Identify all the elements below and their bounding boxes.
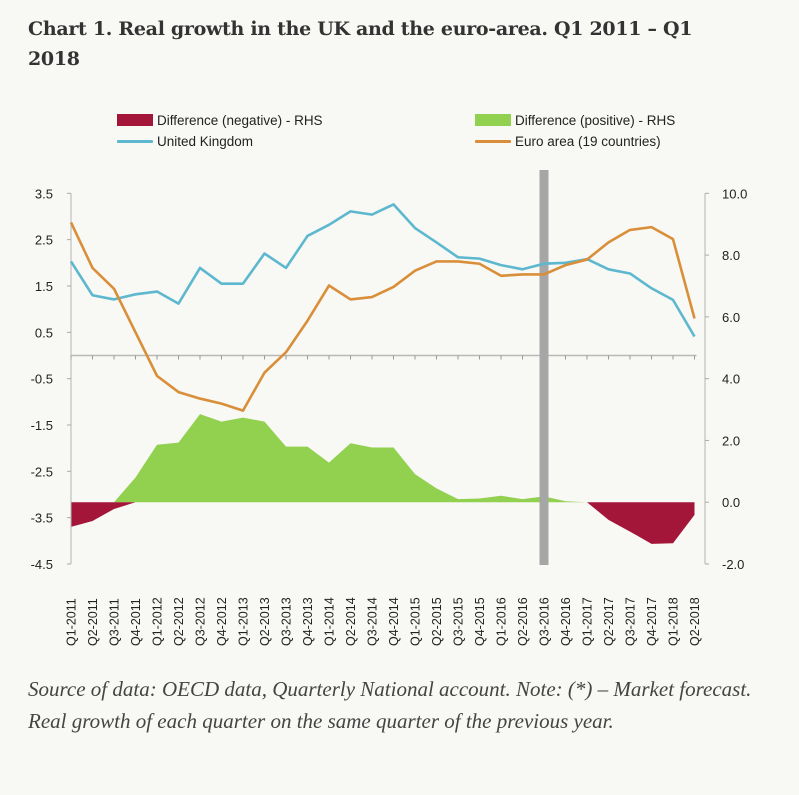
x-tick-label: Q4-2017 bbox=[645, 597, 659, 646]
x-tick-label: Q1-2015 bbox=[409, 597, 423, 646]
series-lines bbox=[69, 203, 696, 412]
left-tick-label: 3.5 bbox=[35, 186, 53, 201]
x-tick-label: Q2-2011 bbox=[86, 598, 100, 646]
x-tick-label: Q2-2017 bbox=[602, 597, 616, 646]
right-tick-label: 2.0 bbox=[722, 433, 740, 448]
legend-item-euro-area: Euro area (19 countries) bbox=[475, 132, 661, 150]
chart-title-line-2: 2018 bbox=[28, 48, 80, 70]
x-tick-label: Q1-2011 bbox=[65, 598, 79, 646]
chart-plot: 3.5 2.5 1.5 0.5 -0.5 -1.5 -2.5 -3.5 -4.5 10.0 8.0 6… bbox=[31, 170, 748, 646]
x-tick-label: Q4-2012 bbox=[215, 597, 229, 646]
forecast-marker bbox=[539, 170, 549, 565]
legend-label-uk: United Kingdom bbox=[157, 133, 254, 149]
x-tick-label: Q4-2013 bbox=[301, 597, 315, 646]
x-tick-label: Q4-2016 bbox=[559, 597, 573, 646]
x-tick-label: Q2-2016 bbox=[516, 597, 530, 646]
x-tick-label: Q2-2012 bbox=[172, 597, 186, 646]
left-tick-label: -1.5 bbox=[31, 418, 53, 433]
x-tick-label: Q1-2014 bbox=[323, 597, 337, 646]
right-tick-label: 0.0 bbox=[722, 495, 740, 510]
left-tick-label: -2.5 bbox=[31, 464, 53, 479]
legend-swatch-negative bbox=[117, 114, 153, 126]
legend-label-negative: Difference (negative) - RHS bbox=[157, 112, 323, 128]
legend-label-euro: Euro area (19 countries) bbox=[515, 133, 661, 149]
legend-swatch-positive bbox=[475, 114, 511, 126]
legend-swatch-uk bbox=[117, 139, 153, 143]
difference-positive-area bbox=[71, 414, 695, 503]
x-tick-label: Q2-2018 bbox=[688, 597, 702, 646]
chart-title-line-1: Chart 1. Real growth in the UK and the e… bbox=[28, 18, 693, 40]
left-tick-label: -0.5 bbox=[31, 372, 53, 387]
x-tick-label: Q3-2011 bbox=[108, 598, 122, 646]
x-tick-label: Q1-2017 bbox=[581, 597, 595, 646]
legend-label-positive: Difference (positive) - RHS bbox=[515, 112, 676, 128]
x-tick-label: Q3-2012 bbox=[194, 597, 208, 646]
left-tick-label: 2.5 bbox=[35, 233, 53, 248]
difference-areas bbox=[71, 414, 695, 544]
x-tick-label: Q1-2012 bbox=[151, 597, 165, 646]
source-footnote: Source of data: OECD data, Quarterly Nat… bbox=[28, 677, 752, 733]
x-tick-label: Q4-2011 bbox=[129, 598, 143, 646]
forecast-divider-bar bbox=[539, 170, 549, 565]
x-tick-label: Q1-2016 bbox=[495, 597, 509, 646]
x-tick-label: Q3-2016 bbox=[538, 597, 552, 646]
x-tick-label: Q2-2015 bbox=[430, 597, 444, 646]
right-tick-label: 6.0 bbox=[722, 310, 740, 325]
legend-item-united-kingdom: United Kingdom bbox=[117, 132, 253, 150]
legend-item-difference-negative: Difference (negative) - RHS bbox=[117, 111, 323, 129]
right-tick-label: 8.0 bbox=[722, 248, 740, 263]
x-tick-label: Q3-2013 bbox=[280, 597, 294, 646]
x-tick-label: Q3-2015 bbox=[452, 597, 466, 646]
x-tick-label: Q3-2014 bbox=[366, 597, 380, 646]
x-tick-label: Q1-2018 bbox=[667, 597, 681, 646]
uk-series-line bbox=[69, 203, 696, 338]
legend-item-difference-positive: Difference (positive) - RHS bbox=[475, 111, 675, 129]
left-tick-label: -3.5 bbox=[31, 511, 53, 526]
left-tick-label: -4.5 bbox=[31, 557, 53, 572]
left-tick-label: 0.5 bbox=[35, 325, 53, 340]
chart-title: Chart 1. Real growth in the UK and the e… bbox=[28, 14, 778, 74]
x-tick-label: Q1-2013 bbox=[237, 597, 251, 646]
left-tick-label: 1.5 bbox=[35, 279, 53, 294]
legend-swatch-euro bbox=[475, 139, 511, 143]
right-tick-label: -2.0 bbox=[722, 557, 744, 572]
x-tick-label: Q2-2013 bbox=[258, 597, 272, 646]
difference-negative-area bbox=[71, 502, 695, 544]
right-tick-label: 4.0 bbox=[722, 372, 740, 387]
x-tick-label: Q4-2014 bbox=[387, 597, 401, 646]
axes bbox=[67, 192, 709, 565]
x-tick-label: Q2-2014 bbox=[344, 597, 358, 646]
right-tick-label: 10.0 bbox=[722, 186, 747, 201]
x-tick-label: Q3-2017 bbox=[624, 597, 638, 646]
axis-labels: 3.5 2.5 1.5 0.5 -0.5 -1.5 -2.5 -3.5 -4.5 10.0 8.0 6… bbox=[31, 186, 748, 646]
euro-area-series-line bbox=[69, 221, 696, 412]
x-tick-label: Q4-2015 bbox=[473, 597, 487, 646]
